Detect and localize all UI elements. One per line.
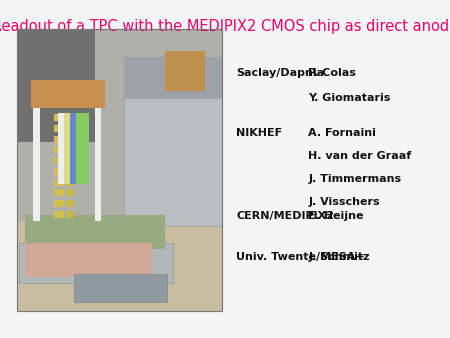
Bar [66,168,74,175]
Bar [17,29,95,142]
Bar [66,200,74,207]
Text: A. Fornaini: A. Fornaini [308,128,376,139]
Bar [17,29,222,221]
Bar [66,157,74,164]
Text: P. Colas: P. Colas [308,68,356,78]
Bar [25,215,165,249]
Bar [66,211,74,218]
Bar [95,96,101,221]
Text: J. Schmitz: J. Schmitz [308,252,370,262]
Bar [54,200,64,207]
Bar [66,146,74,153]
Bar [66,178,74,186]
Bar [54,146,64,153]
Bar [54,114,64,121]
Bar [17,29,222,311]
Bar [66,136,74,143]
Bar [54,136,64,143]
Text: Saclay/Dapnia: Saclay/Dapnia [236,68,324,78]
Text: E. Heijne: E. Heijne [308,211,364,221]
Bar [54,189,64,196]
Bar [124,57,222,99]
Bar [19,243,173,283]
Text: CERN/MEDIPIX2: CERN/MEDIPIX2 [236,211,334,221]
Bar [165,51,206,91]
Bar [124,57,222,226]
Text: NIKHEF: NIKHEF [236,128,283,139]
Text: J. Timmermans: J. Timmermans [308,174,401,185]
Bar [54,178,64,186]
Bar [66,114,74,121]
Bar [66,125,74,132]
Bar [54,168,64,175]
Bar [70,114,83,184]
Text: J. Visschers: J. Visschers [308,197,380,208]
Bar [64,114,76,184]
Bar [54,211,64,218]
Bar [17,221,222,311]
Bar [25,243,152,277]
Text: Univ. Twente/MESA+: Univ. Twente/MESA+ [236,252,365,262]
Bar [74,274,166,303]
Bar [76,114,89,184]
Bar [33,96,40,221]
Bar [54,125,64,132]
Text: Readout of a TPC with the MEDIPIX2 CMOS chip as direct anode: Readout of a TPC with the MEDIPIX2 CMOS … [0,19,450,33]
Bar [66,189,74,196]
Bar [32,79,105,108]
Bar [58,114,70,184]
Text: Y. Giomataris: Y. Giomataris [308,93,391,103]
Bar [17,29,222,311]
Text: H. van der Graaf: H. van der Graaf [308,151,411,162]
Bar [54,157,64,164]
